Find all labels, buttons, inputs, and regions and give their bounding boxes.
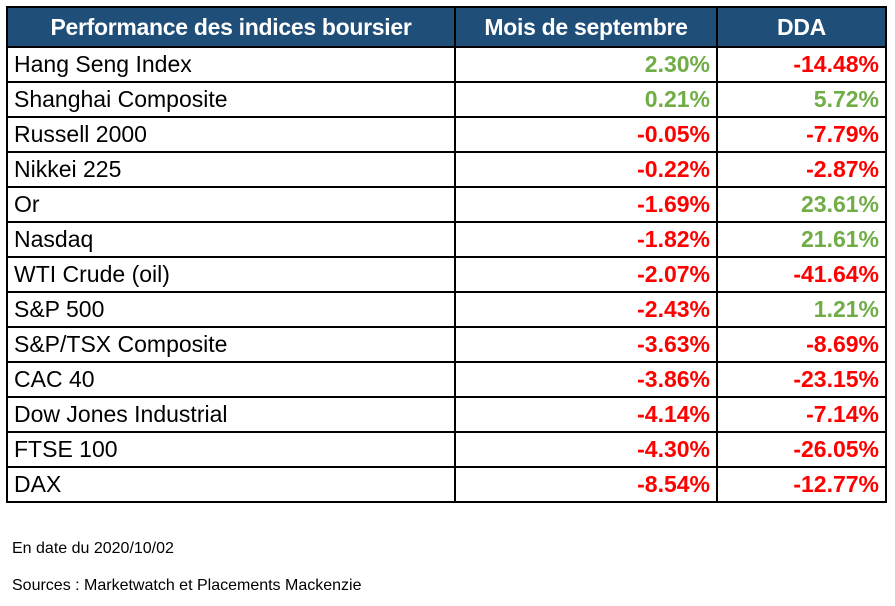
september-return-cell: -3.86% bbox=[454, 361, 718, 398]
index-name-cell: S&P 500 bbox=[6, 291, 456, 328]
ytd-return-cell: 1.21% bbox=[716, 291, 887, 328]
index-name-cell: Or bbox=[6, 186, 456, 223]
september-return-cell: -3.63% bbox=[454, 326, 718, 363]
september-return-cell: -2.43% bbox=[454, 291, 718, 328]
index-name-cell: FTSE 100 bbox=[6, 431, 456, 468]
date-note: En date du 2020/10/02 bbox=[12, 540, 174, 557]
sources-note: Sources : Marketwatch et Placements Mack… bbox=[12, 577, 362, 594]
ytd-return-cell: -14.48% bbox=[716, 46, 887, 83]
header-index-name: Performance des indices boursier bbox=[6, 6, 456, 48]
table-row: Dow Jones Industrial -4.14% -7.14% bbox=[6, 396, 887, 433]
index-name-cell: WTI Crude (oil) bbox=[6, 256, 456, 293]
september-return-cell: 0.21% bbox=[454, 81, 718, 118]
table-row: Nikkei 225 -0.22% -2.87% bbox=[6, 151, 887, 188]
table-row: Nasdaq -1.82% 21.61% bbox=[6, 221, 887, 258]
september-return-cell: -1.82% bbox=[454, 221, 718, 258]
ytd-return-cell: -41.64% bbox=[716, 256, 887, 293]
ytd-return-cell: -23.15% bbox=[716, 361, 887, 398]
index-name-cell: S&P/TSX Composite bbox=[6, 326, 456, 363]
table-row: Hang Seng Index 2.30% -14.48% bbox=[6, 46, 887, 83]
september-return-cell: -2.07% bbox=[454, 256, 718, 293]
september-return-cell: -1.69% bbox=[454, 186, 718, 223]
index-name-cell: Hang Seng Index bbox=[6, 46, 456, 83]
index-performance-table: Performance des indices boursier Mois de… bbox=[6, 6, 887, 503]
ytd-return-cell: 21.61% bbox=[716, 221, 887, 258]
september-return-cell: -8.54% bbox=[454, 466, 718, 503]
table-row: DAX -8.54% -12.77% bbox=[6, 466, 887, 503]
table-row: S&P/TSX Composite -3.63% -8.69% bbox=[6, 326, 887, 363]
table-row: S&P 500 -2.43% 1.21% bbox=[6, 291, 887, 328]
ytd-return-cell: 5.72% bbox=[716, 81, 887, 118]
index-name-cell: Russell 2000 bbox=[6, 116, 456, 153]
index-name-cell: Dow Jones Industrial bbox=[6, 396, 456, 433]
table-header-row: Performance des indices boursier Mois de… bbox=[6, 6, 887, 48]
table-row: WTI Crude (oil) -2.07% -41.64% bbox=[6, 256, 887, 293]
table-row: CAC 40 -3.86% -23.15% bbox=[6, 361, 887, 398]
index-name-cell: Shanghai Composite bbox=[6, 81, 456, 118]
ytd-return-cell: -7.79% bbox=[716, 116, 887, 153]
table-row: Or -1.69% 23.61% bbox=[6, 186, 887, 223]
index-name-cell: DAX bbox=[6, 466, 456, 503]
september-return-cell: -4.30% bbox=[454, 431, 718, 468]
september-return-cell: 2.30% bbox=[454, 46, 718, 83]
ytd-return-cell: 23.61% bbox=[716, 186, 887, 223]
ytd-return-cell: -26.05% bbox=[716, 431, 887, 468]
table-row: Shanghai Composite 0.21% 5.72% bbox=[6, 81, 887, 118]
index-name-cell: Nasdaq bbox=[6, 221, 456, 258]
index-name-cell: Nikkei 225 bbox=[6, 151, 456, 188]
ytd-return-cell: -7.14% bbox=[716, 396, 887, 433]
ytd-return-cell: -2.87% bbox=[716, 151, 887, 188]
ytd-return-cell: -8.69% bbox=[716, 326, 887, 363]
header-september: Mois de septembre bbox=[454, 6, 718, 48]
table-row: Russell 2000 -0.05% -7.79% bbox=[6, 116, 887, 153]
september-return-cell: -4.14% bbox=[454, 396, 718, 433]
header-ytd: DDA bbox=[716, 6, 887, 48]
september-return-cell: -0.22% bbox=[454, 151, 718, 188]
ytd-return-cell: -12.77% bbox=[716, 466, 887, 503]
table-row: FTSE 100 -4.30% -26.05% bbox=[6, 431, 887, 468]
september-return-cell: -0.05% bbox=[454, 116, 718, 153]
index-name-cell: CAC 40 bbox=[6, 361, 456, 398]
